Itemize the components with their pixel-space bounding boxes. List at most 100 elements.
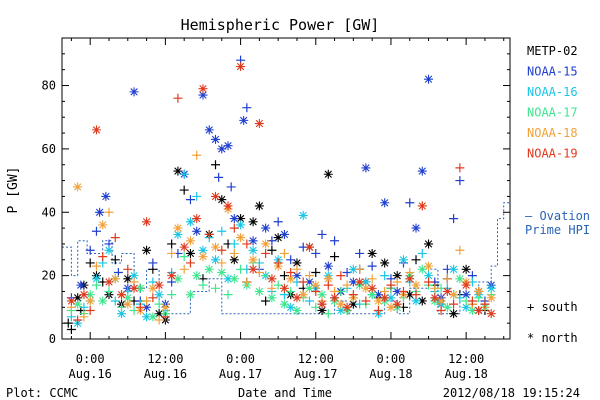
data-point-south <box>179 185 189 195</box>
ovation-hpi-layer <box>62 202 510 315</box>
plot-credit: Plot: CCMC <box>6 386 78 400</box>
data-point-north <box>85 296 95 306</box>
data-point-north <box>342 302 352 312</box>
legend-entry-noaa-19: NOAA-19 <box>527 147 578 161</box>
data-point-north <box>417 166 427 176</box>
data-point-south <box>198 280 208 290</box>
data-point-south <box>167 290 177 300</box>
data-point-north <box>142 302 152 312</box>
x-tick-date-label: Aug.16 <box>144 367 187 381</box>
data-point-north <box>79 290 89 300</box>
data-point-north <box>417 296 427 306</box>
data-point-south <box>311 248 321 258</box>
data-point-north <box>461 264 471 274</box>
data-point-south <box>217 226 227 236</box>
data-point-north <box>405 274 415 284</box>
data-point-north <box>154 290 164 300</box>
data-point-north <box>273 233 283 243</box>
data-point-north <box>76 280 86 290</box>
data-point-south <box>73 315 83 325</box>
data-point-south <box>217 258 227 268</box>
data-point-south <box>330 252 340 262</box>
data-point-south <box>411 290 421 300</box>
data-point-north <box>311 280 321 290</box>
data-point-north <box>392 271 402 281</box>
data-point-north <box>160 302 170 312</box>
data-point-north <box>254 119 264 129</box>
data-point-north <box>185 248 195 258</box>
data-point-north <box>198 252 208 262</box>
data-point-south <box>267 245 277 255</box>
data-point-north <box>367 248 377 258</box>
data-point-north <box>286 274 296 284</box>
data-point-north <box>91 125 101 135</box>
legend-ovation-line2: Prime HPI <box>525 223 590 237</box>
data-point-north <box>323 274 333 284</box>
data-point-north <box>173 229 183 239</box>
y-axis-label: P [GW] <box>6 167 21 214</box>
data-point-north <box>217 195 227 205</box>
data-point-south <box>85 245 95 255</box>
x-tick-date-label: Aug.17 <box>294 367 337 381</box>
data-point-south <box>367 261 377 271</box>
ovation-hpi-line <box>62 202 510 315</box>
data-point-north <box>123 299 133 309</box>
y-tick-label: 20 <box>42 269 56 283</box>
data-point-north <box>398 255 408 265</box>
data-point-north <box>348 299 358 309</box>
data-point-north <box>85 290 95 300</box>
data-point-south <box>323 280 333 290</box>
data-point-north <box>442 302 452 312</box>
data-point-south <box>214 172 224 182</box>
data-point-south <box>110 296 120 306</box>
x-tick-date-label: Aug.18 <box>369 367 412 381</box>
data-point-north <box>367 290 377 300</box>
data-point-north <box>430 293 440 303</box>
data-point-north <box>348 264 358 274</box>
data-point-north <box>211 191 221 201</box>
data-point-south <box>455 176 465 186</box>
data-point-south <box>298 277 308 287</box>
data-point-south <box>411 255 421 265</box>
data-point-south <box>160 312 170 322</box>
data-point-north <box>304 242 314 252</box>
data-point-north <box>236 214 246 224</box>
data-point-south <box>185 258 195 268</box>
data-point-south <box>330 236 340 246</box>
legend-entry-noaa-18: NOAA-18 <box>527 126 578 140</box>
data-point-south <box>98 252 108 262</box>
y-tick-label: 60 <box>42 142 56 156</box>
data-point-south <box>430 283 440 293</box>
data-point-north <box>98 296 108 306</box>
data-point-south <box>405 198 415 208</box>
data-point-north <box>417 201 427 211</box>
data-point-north <box>198 84 208 94</box>
data-point-north <box>185 236 195 246</box>
data-point-north <box>223 274 233 284</box>
data-point-north <box>474 286 484 296</box>
data-point-north <box>248 264 258 274</box>
data-point-north <box>373 290 383 300</box>
data-point-south <box>91 280 101 290</box>
data-point-north <box>467 305 477 315</box>
chart-title: Hemispheric Power [GW] <box>181 16 380 34</box>
data-point-south <box>311 286 321 296</box>
data-point-north <box>101 191 111 201</box>
data-point-south <box>173 93 183 103</box>
data-point-south <box>323 309 333 319</box>
y-tick-label: 40 <box>42 205 56 219</box>
data-point-south <box>442 274 452 284</box>
data-point-south <box>91 261 101 271</box>
data-point-north <box>461 280 471 290</box>
data-point-north <box>292 293 302 303</box>
data-point-south <box>317 229 327 239</box>
data-point-north <box>142 245 152 255</box>
data-point-south <box>242 277 252 287</box>
data-point-south <box>236 264 246 274</box>
data-point-north <box>317 290 327 300</box>
data-point-south <box>380 271 390 281</box>
data-point-north <box>279 283 289 293</box>
data-point-south <box>110 255 120 265</box>
data-point-south <box>223 290 233 300</box>
